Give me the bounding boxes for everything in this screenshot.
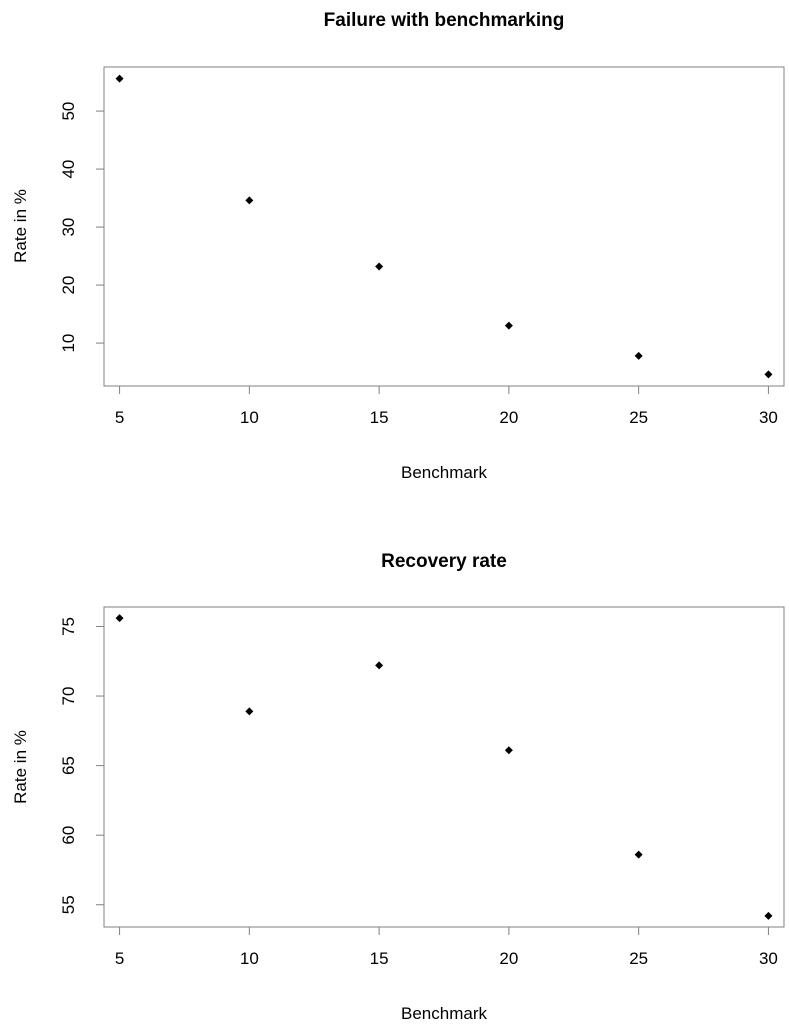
x-tick-label: 30 [759, 408, 778, 427]
data-point [245, 707, 254, 716]
x-tick-label: 20 [499, 949, 518, 968]
x-tick-label: 10 [240, 949, 259, 968]
x-axis-title: Benchmark [401, 463, 487, 482]
x-tick-label: 10 [240, 408, 259, 427]
data-point [245, 196, 254, 205]
data-point [634, 850, 643, 859]
data-point [375, 262, 384, 271]
plot-area-frame [103, 606, 785, 928]
plot-area-frame [103, 66, 785, 387]
data-point [764, 370, 773, 379]
data-point [115, 614, 124, 623]
y-axis: 55 60 65 70 75 [59, 617, 105, 914]
x-tick-label: 25 [629, 408, 648, 427]
x-tick-label: 15 [370, 408, 389, 427]
y-axis-title: Rate in % [11, 189, 30, 263]
x-tick-label: 30 [759, 949, 778, 968]
y-axis: 10 20 30 40 50 [59, 102, 105, 353]
data-point [375, 661, 384, 670]
x-tick-label: 15 [370, 949, 389, 968]
y-tick-label: 30 [59, 218, 78, 237]
chart-title: Recovery rate [381, 551, 507, 572]
data-point [115, 74, 124, 83]
x-axis-title: Benchmark [401, 1004, 487, 1023]
data-point [504, 321, 513, 330]
y-tick-label: 10 [59, 334, 78, 353]
y-tick-label: 65 [59, 756, 78, 775]
y-tick-label: 75 [59, 617, 78, 636]
data-point [634, 351, 643, 360]
y-tick-label: 50 [59, 102, 78, 121]
chart-title: Failure with benchmarking [324, 10, 565, 31]
x-axis: 5 10 15 20 25 30 [115, 926, 778, 968]
x-tick-label: 20 [499, 408, 518, 427]
chart-panel-recovery: Recovery rate 5 10 15 20 25 30 55 60 65 70 75 Ben… [11, 551, 785, 1023]
data-points [115, 614, 773, 920]
y-axis-title: Rate in % [11, 730, 30, 804]
data-point [764, 911, 773, 920]
y-tick-label: 70 [59, 687, 78, 706]
data-point [504, 746, 513, 755]
y-tick-label: 20 [59, 276, 78, 295]
x-axis: 5 10 15 20 25 30 [115, 385, 778, 427]
x-tick-label: 5 [115, 408, 124, 427]
y-tick-label: 60 [59, 826, 78, 845]
y-tick-label: 55 [59, 895, 78, 914]
x-tick-label: 5 [115, 949, 124, 968]
y-tick-label: 40 [59, 160, 78, 179]
data-points [115, 74, 773, 379]
chart-panel-failure: Failure with benchmarking 5 10 15 20 25 30 10… [11, 10, 785, 482]
x-tick-label: 25 [629, 949, 648, 968]
